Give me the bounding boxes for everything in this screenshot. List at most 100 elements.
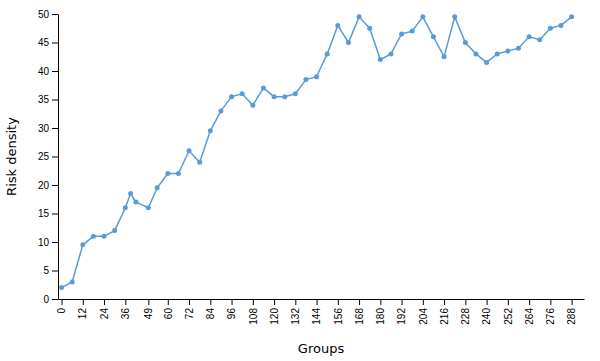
x-tick-mark bbox=[295, 299, 296, 305]
x-tick: 192 bbox=[396, 299, 407, 325]
y-tick-label: 0 bbox=[43, 294, 49, 305]
x-tick-mark bbox=[189, 299, 190, 305]
point bbox=[229, 94, 234, 99]
x-tick-mark bbox=[125, 299, 126, 305]
x-tick: 180 bbox=[375, 299, 386, 325]
x-tick-mark bbox=[338, 299, 339, 305]
point bbox=[155, 185, 160, 190]
point bbox=[293, 91, 298, 96]
y-tick-label: 15 bbox=[38, 208, 50, 219]
point bbox=[335, 23, 340, 28]
x-tick-mark bbox=[232, 299, 233, 305]
x-tick-label: 168 bbox=[354, 308, 365, 325]
y-tick: 50 bbox=[38, 9, 58, 20]
point bbox=[208, 128, 213, 133]
x-tick-label: 156 bbox=[333, 308, 344, 325]
x-tick-mark bbox=[62, 299, 63, 305]
y-tick: 45 bbox=[38, 37, 58, 48]
x-tick: 36 bbox=[120, 299, 131, 319]
x-tick-mark bbox=[104, 299, 105, 305]
point bbox=[325, 51, 330, 56]
x-tick-label: 240 bbox=[481, 308, 492, 325]
x-tick-label: 228 bbox=[460, 308, 471, 325]
point bbox=[516, 46, 521, 51]
point bbox=[473, 51, 478, 56]
x-tick: 0 bbox=[56, 299, 67, 314]
y-tick: 5 bbox=[43, 265, 58, 276]
point bbox=[218, 108, 223, 113]
y-tick-mark bbox=[52, 271, 58, 272]
point bbox=[112, 228, 117, 233]
x-tick-label: 72 bbox=[184, 308, 195, 320]
x-tick-label: 276 bbox=[545, 308, 556, 325]
y-tick-mark bbox=[52, 185, 58, 186]
point bbox=[197, 160, 202, 165]
x-tick: 120 bbox=[269, 299, 280, 325]
x-axis-line bbox=[59, 299, 585, 300]
x-tick-mark bbox=[380, 299, 381, 305]
x-tick: 228 bbox=[460, 299, 471, 325]
y-axis-title: Risk density bbox=[4, 117, 19, 196]
point bbox=[123, 205, 128, 210]
x-tick-label: 12 bbox=[77, 308, 88, 320]
x-tick: 84 bbox=[205, 299, 216, 319]
x-tick: 72 bbox=[184, 299, 195, 319]
point bbox=[527, 34, 532, 39]
point bbox=[261, 86, 266, 91]
point bbox=[495, 51, 500, 56]
y-tick-label: 45 bbox=[38, 37, 50, 48]
x-tick-mark bbox=[465, 299, 466, 305]
chart: 0122436496072849610812013214415616818019… bbox=[0, 0, 600, 361]
x-tick: 168 bbox=[354, 299, 365, 325]
x-tick-mark bbox=[253, 299, 254, 305]
point bbox=[357, 14, 362, 19]
x-tick: 12 bbox=[77, 299, 88, 319]
point bbox=[272, 94, 277, 99]
point bbox=[410, 29, 415, 34]
point bbox=[399, 31, 404, 36]
point bbox=[442, 54, 447, 59]
x-tick: 24 bbox=[99, 299, 110, 319]
y-tick-mark bbox=[52, 242, 58, 243]
x-tick-label: 36 bbox=[120, 308, 131, 320]
x-tick: 276 bbox=[545, 299, 556, 325]
plot: 0122436496072849610812013214415616818019… bbox=[38, 9, 585, 325]
x-tick-label: 0 bbox=[56, 308, 67, 314]
x-tick: 49 bbox=[143, 299, 154, 319]
x-tick-label: 204 bbox=[418, 308, 429, 325]
y-tick: 30 bbox=[38, 123, 58, 134]
point bbox=[452, 14, 457, 19]
point bbox=[70, 279, 75, 284]
x-tick: 288 bbox=[566, 299, 577, 325]
y-tick: 15 bbox=[38, 208, 58, 219]
x-tick: 156 bbox=[333, 299, 344, 325]
y-tick-label: 5 bbox=[43, 265, 49, 276]
point bbox=[176, 171, 181, 176]
point bbox=[367, 26, 372, 31]
point bbox=[463, 40, 468, 45]
y-tick-mark bbox=[52, 299, 58, 300]
x-tick-mark bbox=[317, 299, 318, 305]
y-axis: 05101520253035404550 bbox=[38, 9, 59, 305]
y-tick-mark bbox=[52, 43, 58, 44]
point bbox=[484, 60, 489, 65]
x-tick: 252 bbox=[503, 299, 514, 325]
point bbox=[420, 14, 425, 19]
y-tick-mark bbox=[52, 157, 58, 158]
x-tick-mark bbox=[148, 299, 149, 305]
x-tick: 264 bbox=[524, 299, 535, 325]
x-tick-mark bbox=[359, 299, 360, 305]
x-tick-mark bbox=[210, 299, 211, 305]
x-tick-mark bbox=[83, 299, 84, 305]
y-tick-mark bbox=[52, 71, 58, 72]
point bbox=[431, 34, 436, 39]
y-axis-line bbox=[58, 15, 59, 300]
point bbox=[240, 91, 245, 96]
point bbox=[128, 191, 133, 196]
point bbox=[102, 234, 107, 239]
point bbox=[505, 49, 510, 54]
x-tick-mark bbox=[402, 299, 403, 305]
x-tick-label: 264 bbox=[524, 308, 535, 325]
x-tick-mark bbox=[274, 299, 275, 305]
point bbox=[569, 14, 574, 19]
